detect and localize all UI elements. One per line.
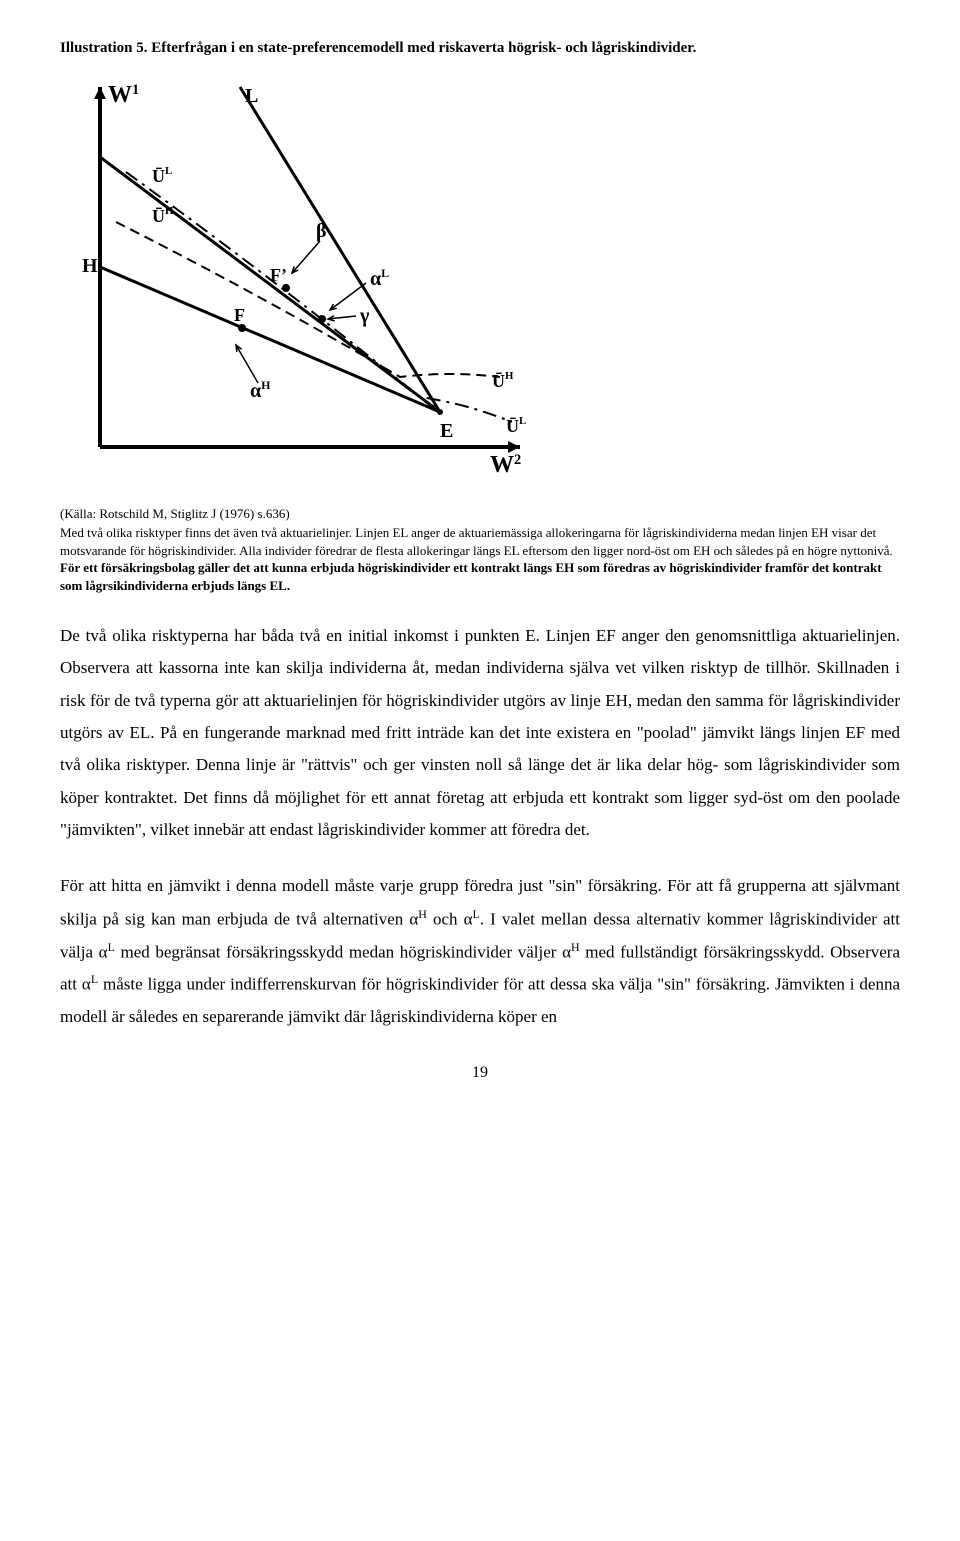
figure-source: (Källa: Rotschild M, Stiglitz J (1976) s… xyxy=(60,506,900,522)
figure-chart: W1 W2 L H ŪH ŪH ŪL ŪL E F Fʼ β αL αH γ xyxy=(60,67,900,492)
svg-text:ŪL: ŪL xyxy=(152,165,172,186)
svg-text:Fʼ: Fʼ xyxy=(270,265,287,285)
body-text: De två olika risktyperna har båda två en… xyxy=(60,620,900,1034)
paragraph-1: De två olika risktyperna har båda två en… xyxy=(60,620,900,846)
svg-text:W2: W2 xyxy=(490,452,521,478)
figure-desc-bold: För ett försäkringsbolag gäller det att … xyxy=(60,560,882,593)
figure-desc-prefix: Med två olika risktyper finns det även t… xyxy=(60,525,893,558)
figure-caption: Illustration 5. Efterfrågan i en state-p… xyxy=(60,40,900,57)
page-number: 19 xyxy=(60,1064,900,1082)
svg-text:β: β xyxy=(316,220,327,242)
svg-text:F: F xyxy=(234,305,245,325)
svg-text:ŪH: ŪH xyxy=(152,205,174,226)
svg-text:E: E xyxy=(440,420,453,442)
svg-text:L: L xyxy=(245,85,258,107)
svg-text:W1: W1 xyxy=(108,82,139,108)
svg-text:ŪH: ŪH xyxy=(492,370,514,391)
svg-text:H: H xyxy=(82,255,98,277)
svg-text:ŪL: ŪL xyxy=(506,415,526,436)
paragraph-2: För att hitta en jämvikt i denna modell … xyxy=(60,870,900,1033)
figure-description: Med två olika risktyper finns det även t… xyxy=(60,524,900,594)
svg-text:αH: αH xyxy=(250,378,271,402)
svg-text:αL: αL xyxy=(370,266,389,290)
svg-text:γ: γ xyxy=(359,305,370,327)
